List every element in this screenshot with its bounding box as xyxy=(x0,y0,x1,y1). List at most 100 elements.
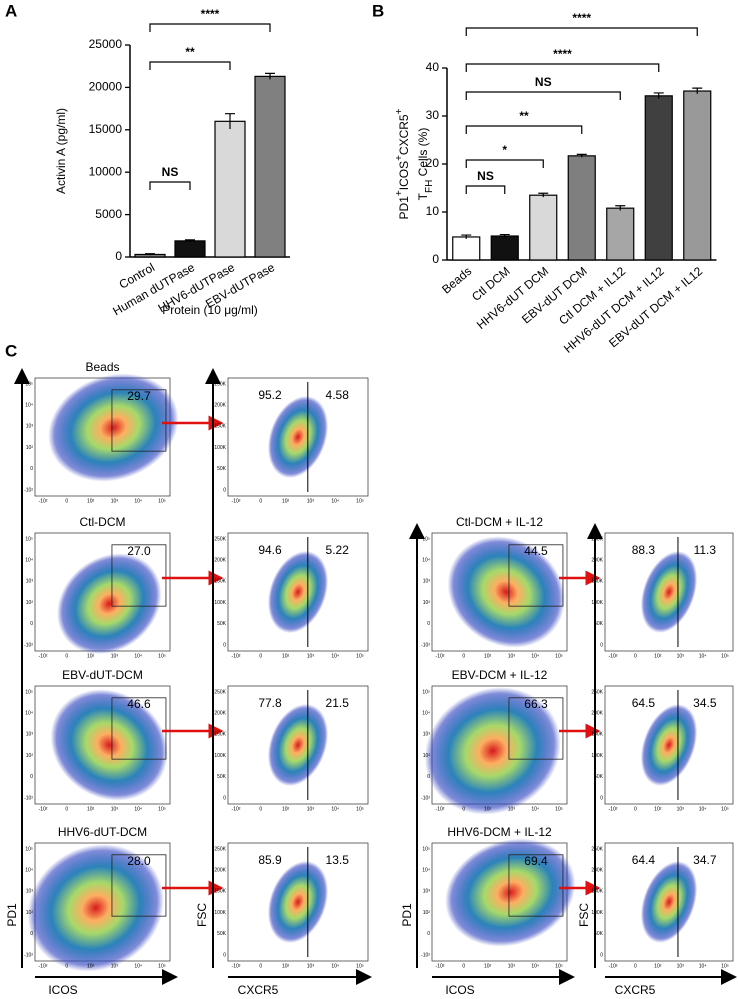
label-part: FH xyxy=(424,180,435,193)
significance-bracket xyxy=(465,63,660,72)
flow-tick-label: 10⁵ xyxy=(25,536,33,542)
density-cloud xyxy=(640,861,698,943)
gate-percent: 5.22 xyxy=(326,543,350,557)
flow-tick-label: 10² xyxy=(26,600,34,606)
flow-tick-label: 10⁴ xyxy=(699,653,707,659)
flow-tick-label: 0 xyxy=(65,653,68,659)
flow-tick-label: 10² xyxy=(282,498,290,504)
flow-tick-label: -10² xyxy=(39,653,48,659)
flow-tick-label: 10⁴ xyxy=(699,806,707,812)
flow-tick-label: 150K xyxy=(591,889,603,895)
significance-label: NS xyxy=(477,169,494,183)
gate-percent: 21.5 xyxy=(326,696,350,710)
axis-label: PD1 xyxy=(5,903,19,927)
flow-tick-label: 100K xyxy=(214,600,226,606)
flow-tick-label: 200K xyxy=(591,711,603,717)
flow-tick-label: 10² xyxy=(654,653,662,659)
flow-tick-label: 10² xyxy=(282,806,290,812)
gate xyxy=(508,697,564,760)
significance-label: ** xyxy=(519,109,529,123)
gate-percent: 29.7 xyxy=(127,389,151,403)
flow-tick-label: 10⁵ xyxy=(721,806,729,812)
flow-tick-label: 10² xyxy=(654,963,662,969)
flow-tick-label: 250K xyxy=(591,689,603,695)
flow-tick-label: 10³ xyxy=(508,963,516,969)
flow-tick-label: 10³ xyxy=(26,732,34,738)
flow-tick-label: -10² xyxy=(436,963,445,969)
gate-percent: 69.4 xyxy=(524,854,548,868)
axis-label: CXCR5 xyxy=(238,983,279,997)
error-bar xyxy=(499,233,510,238)
flow-tick-label: 10⁵ xyxy=(422,536,430,542)
flow-tick-label: 100K xyxy=(591,600,603,606)
flow-tick-label: 0 xyxy=(259,498,262,504)
gate-percent: 4.58 xyxy=(326,388,350,402)
flow-tick-label: -10² xyxy=(436,806,445,812)
density-cloud xyxy=(424,687,561,815)
flow-tick-label: 150K xyxy=(214,424,226,430)
significance-label: **** xyxy=(553,47,572,61)
flow-tick-label: 250K xyxy=(591,846,603,852)
panel-label: A xyxy=(5,1,17,20)
flow-tick-label: 10⁴ xyxy=(531,806,539,812)
y-axis-label: PD1+ICOS+CXCR5+ xyxy=(394,108,411,219)
gate xyxy=(111,389,167,452)
flow-tick-label: 10⁵ xyxy=(158,498,166,504)
density-cloud xyxy=(445,838,576,947)
flow-tick-label: 100K xyxy=(214,753,226,759)
gate-percent: 46.6 xyxy=(127,697,151,711)
error-bar xyxy=(576,153,587,158)
y-tick-label: 15000 xyxy=(89,122,123,136)
plot-title: HHV6-dUT-DCM xyxy=(58,825,147,839)
flow-tick-label: 10⁴ xyxy=(25,711,33,717)
flow-tick-label: -10² xyxy=(421,795,430,801)
density-cloud xyxy=(267,550,329,634)
flow-tick-label: 0 xyxy=(259,806,262,812)
axis-label: FSC xyxy=(195,903,209,927)
flow-tick-label: -10² xyxy=(24,487,33,493)
y-axis-label: TFH Cells (%) xyxy=(416,128,435,201)
gate xyxy=(508,544,564,607)
axis-label: ICOS xyxy=(445,983,474,997)
density-cloud xyxy=(447,536,565,648)
significance-label: **** xyxy=(201,7,220,21)
panel-label: C xyxy=(5,341,17,360)
flow-tick-label: 10⁴ xyxy=(25,403,33,409)
flow-tick-label: 10² xyxy=(26,910,34,916)
flow-tick-label: 10⁴ xyxy=(134,653,142,659)
flow-tick-label: 0 xyxy=(223,487,226,493)
gate-percent: 34.5 xyxy=(693,696,717,710)
flow-tick-label: 0 xyxy=(427,774,430,780)
bar xyxy=(683,90,712,261)
flow-tick-label: 10⁴ xyxy=(331,653,339,659)
error-bar xyxy=(145,253,155,256)
plot-title: Beads xyxy=(85,360,119,374)
flow-tick-label: 10⁴ xyxy=(134,963,142,969)
flow-tick-label: 10² xyxy=(423,910,431,916)
label-part: Cells (%) xyxy=(416,128,430,180)
flow-tick-label: 10⁵ xyxy=(422,846,430,852)
gate-percent: 34.7 xyxy=(693,853,717,867)
gate-percent: 88.3 xyxy=(632,543,656,557)
plot-title: Ctl-DCM + IL-12 xyxy=(456,515,543,529)
flow-tick-label: 50K xyxy=(217,931,227,937)
flow-tick-label: 10² xyxy=(26,753,34,759)
flow-tick-label: 0 xyxy=(65,963,68,969)
flow-tick-label: 100K xyxy=(591,753,603,759)
significance-label: **** xyxy=(572,11,591,25)
error-bar xyxy=(185,239,195,242)
gate-percent: 64.5 xyxy=(632,696,656,710)
flow-tick-label: 10⁵ xyxy=(555,806,563,812)
flow-tick-label: 10⁴ xyxy=(331,963,339,969)
flow-tick-label: 10³ xyxy=(307,963,315,969)
bar xyxy=(254,75,286,258)
plot-title: EBV-dUT-DCM xyxy=(62,668,143,682)
flow-tick-label: 10³ xyxy=(508,806,516,812)
flow-tick-label: 10³ xyxy=(423,889,431,895)
error-bar xyxy=(692,87,703,94)
flow-tick-label: 10³ xyxy=(111,653,119,659)
flow-tick-label: 10³ xyxy=(26,579,34,585)
y-tick-label: 25000 xyxy=(89,37,123,51)
bar xyxy=(606,207,635,261)
flow-tick-label: 10² xyxy=(282,963,290,969)
